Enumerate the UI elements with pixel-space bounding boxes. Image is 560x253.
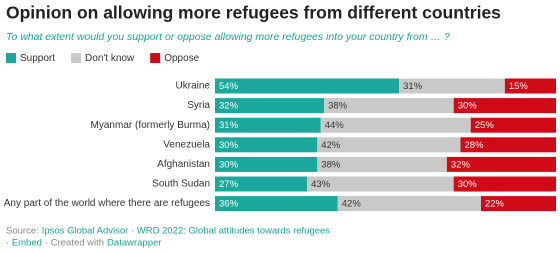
value-label: 30%: [458, 179, 478, 190]
bar-segment: [480, 196, 556, 212]
value-label: 22%: [485, 199, 505, 210]
bar-segment: [453, 176, 556, 192]
category-label: Ukraine: [176, 81, 211, 92]
bar-segment: [446, 156, 556, 172]
bar-segment: [470, 117, 556, 133]
value-label: 44%: [325, 120, 345, 131]
value-label: 43%: [311, 179, 331, 190]
chart-title: Opinion on allowing more refugees from d…: [6, 3, 501, 23]
bar-segment: [307, 176, 454, 192]
value-label: 54%: [219, 81, 239, 92]
legend-swatch: [6, 53, 16, 63]
value-label: 31%: [219, 120, 239, 131]
legend-label: Support: [20, 53, 55, 64]
bar-segment: [317, 156, 447, 172]
legend-swatch: [150, 53, 161, 63]
value-label: 31%: [403, 81, 423, 92]
value-label: 15%: [509, 81, 529, 92]
bar-segment: [337, 196, 481, 212]
bar-segment: [215, 196, 338, 212]
category-label: Syria: [187, 100, 210, 111]
value-label: 32%: [451, 159, 471, 170]
value-label: 38%: [328, 101, 348, 112]
value-label: 30%: [219, 159, 239, 170]
chart-subtitle: To what extent would you support or oppo…: [6, 31, 450, 43]
legend-label: Don't know: [85, 53, 135, 64]
value-label: 42%: [321, 140, 341, 151]
legend-swatch: [71, 53, 82, 63]
category-label: Venezuela: [163, 139, 210, 150]
category-label: South Sudan: [152, 179, 210, 190]
value-label: 27%: [219, 179, 239, 190]
category-label: Any part of the world where there are re…: [4, 198, 210, 209]
bar-segment: [504, 78, 556, 94]
bar-segment: [460, 137, 556, 153]
bar-segment: [320, 117, 471, 133]
legend-label: Oppose: [164, 53, 199, 64]
credit-text: · Created with: [45, 238, 104, 249]
bar-segment: [317, 137, 461, 153]
category-label: Afghanistan: [157, 159, 210, 170]
source-link[interactable]: Ipsos Global Advisor · WRD 2022: Global …: [42, 226, 331, 237]
credit-link[interactable]: Datawrapper: [107, 238, 161, 249]
value-label: 30%: [458, 101, 478, 112]
value-label: 42%: [342, 199, 362, 210]
bar-segment: [215, 78, 400, 94]
source-label: Source:: [6, 226, 39, 237]
bar-segment: [399, 78, 505, 94]
bar-segment: [215, 98, 325, 114]
value-label: 38%: [321, 159, 341, 170]
category-label: Myanmar (formerly Burma): [91, 120, 210, 131]
bar-segment: [324, 98, 454, 114]
value-label: 32%: [219, 101, 239, 112]
value-label: 30%: [219, 140, 239, 151]
bar-segment: [215, 176, 308, 192]
value-label: 25%: [475, 120, 495, 131]
bar-segment: [215, 137, 318, 153]
bar-segment: [453, 98, 556, 114]
value-label: 36%: [219, 199, 239, 210]
bar-segment: [215, 117, 321, 133]
embed-link[interactable]: · Embed: [6, 238, 42, 249]
bar-segment: [215, 156, 318, 172]
value-label: 28%: [465, 140, 485, 151]
